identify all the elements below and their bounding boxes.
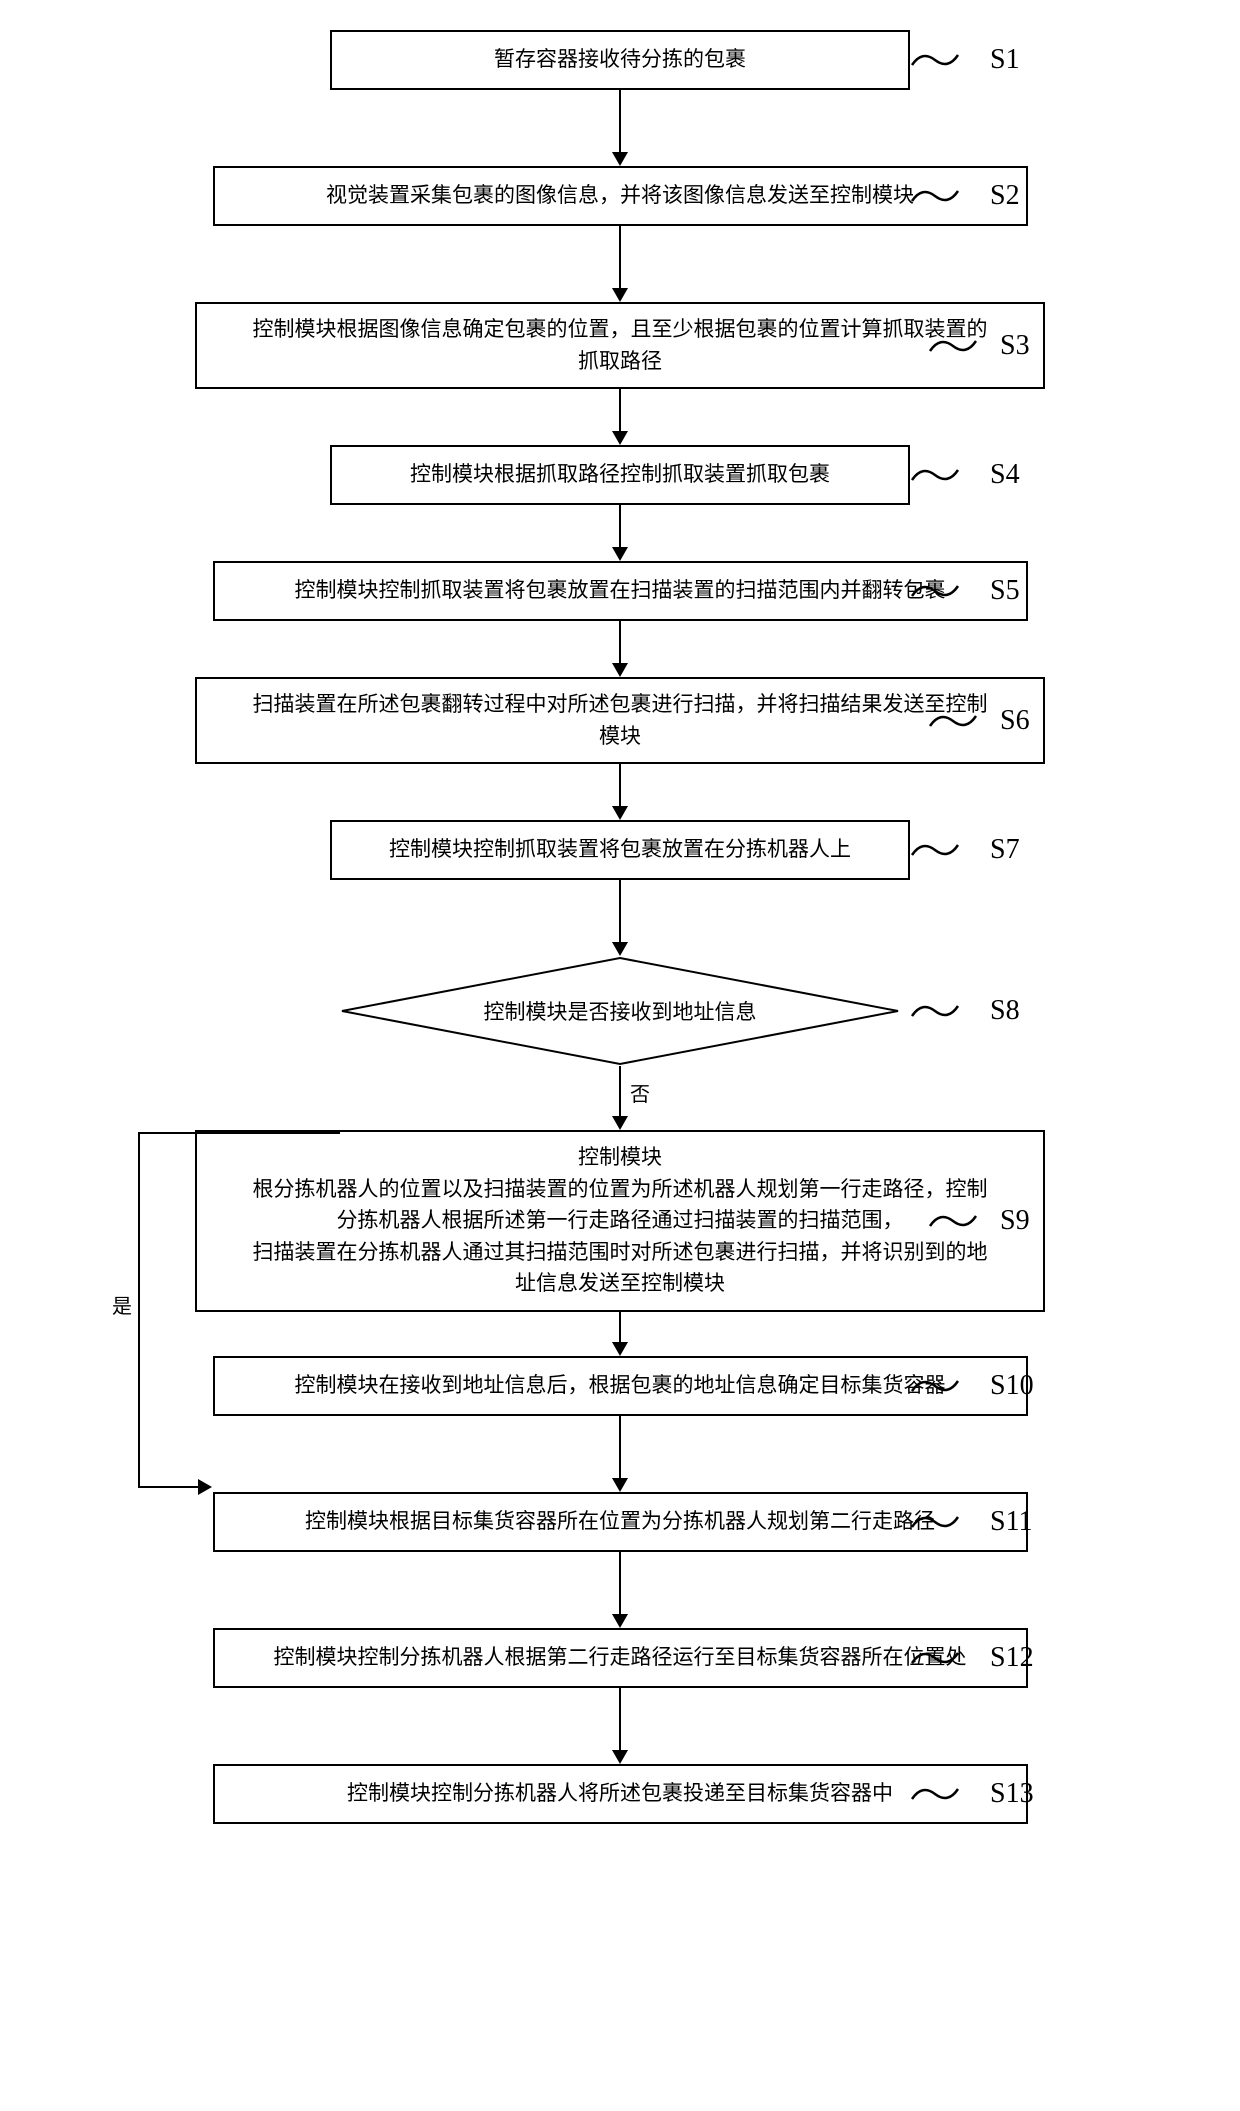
label-s7: S7 (990, 834, 1020, 866)
step-s12: 控制模块控制分拣机器人根据第二行走路径运行至目标集货容器所在位置处 (213, 1628, 1028, 1688)
tilde-s7 (910, 835, 960, 865)
tilde-s13 (910, 1779, 960, 1809)
row-s6: 扫描装置在所述包裹翻转过程中对所述包裹进行扫描，并将扫描结果发送至控制 模块 S… (0, 677, 1240, 764)
step-s11-text: 控制模块根据目标集货容器所在位置为分拣机器人规划第二行走路径 (305, 1506, 935, 1538)
row-s2: 视觉装置采集包裹的图像信息，并将该图像信息发送至控制模块 S2 (0, 166, 1240, 226)
arrow-s6-s7 (612, 764, 628, 820)
feedback-arrowhead (198, 1479, 212, 1495)
flowchart-root: 暂存容器接收待分拣的包裹 S1 视觉装置采集包裹的图像信息，并将该图像信息发送至… (0, 30, 1240, 1824)
step-s11: 控制模块根据目标集货容器所在位置为分拣机器人规划第二行走路径 (213, 1492, 1028, 1552)
row-s8: 控制模块是否接收到地址信息 S8 (0, 956, 1240, 1066)
decision-s8: 控制模块是否接收到地址信息 (340, 956, 900, 1066)
step-s1-text: 暂存容器接收待分拣的包裹 (494, 44, 746, 76)
decision-s8-text: 控制模块是否接收到地址信息 (340, 956, 900, 1066)
tilde-s11 (910, 1507, 960, 1537)
label-s5: S5 (990, 575, 1020, 607)
step-s3-line1: 控制模块根据图像信息确定包裹的位置，且至少根据包裹的位置计算抓取装置的 (253, 314, 988, 346)
arrow-s3-s4 (612, 389, 628, 445)
step-s5: 控制模块控制抓取装置将包裹放置在扫描装置的扫描范围内并翻转包裹 (213, 561, 1028, 621)
row-s5: 控制模块控制抓取装置将包裹放置在扫描装置的扫描范围内并翻转包裹 S5 (0, 561, 1240, 621)
step-s9: 控制模块 根分拣机器人的位置以及扫描装置的位置为所述机器人规划第一行走路径，控制… (195, 1130, 1045, 1312)
label-s10: S10 (990, 1370, 1034, 1402)
tilde-s9 (928, 1206, 978, 1236)
arrow-s12-s13 (612, 1688, 628, 1764)
step-s1: 暂存容器接收待分拣的包裹 (330, 30, 910, 90)
step-s2-text: 视觉装置采集包裹的图像信息，并将该图像信息发送至控制模块 (326, 180, 914, 212)
step-s10-text: 控制模块在接收到地址信息后，根据包裹的地址信息确定目标集货容器 (295, 1370, 946, 1402)
step-s2: 视觉装置采集包裹的图像信息，并将该图像信息发送至控制模块 (213, 166, 1028, 226)
step-s5-text: 控制模块控制抓取装置将包裹放置在扫描装置的扫描范围内并翻转包裹 (295, 575, 946, 607)
step-s12-text: 控制模块控制分拣机器人根据第二行走路径运行至目标集货容器所在位置处 (274, 1642, 967, 1674)
arrow-s1-s2 (612, 90, 628, 166)
arrow-s8-s9: 否 (612, 1066, 628, 1130)
label-s3: S3 (1000, 330, 1030, 362)
label-s6: S6 (1000, 705, 1030, 737)
label-s12: S12 (990, 1642, 1034, 1674)
step-s7: 控制模块控制抓取装置将包裹放置在分拣机器人上 (330, 820, 910, 880)
step-s9-line4: 扫描装置在分拣机器人通过其扫描范围时对所述包裹进行扫描，并将识别到的地 (253, 1237, 988, 1269)
row-s10: 控制模块在接收到地址信息后，根据包裹的地址信息确定目标集货容器 S10 (0, 1356, 1240, 1416)
step-s9-line5: 址信息发送至控制模块 (515, 1268, 725, 1300)
label-s13: S13 (990, 1778, 1034, 1810)
row-s11: 控制模块根据目标集货容器所在位置为分拣机器人规划第二行走路径 S11 (0, 1492, 1240, 1552)
step-s4-text: 控制模块根据抓取路径控制抓取装置抓取包裹 (410, 459, 830, 491)
tilde-s8 (910, 996, 960, 1026)
step-s7-text: 控制模块控制抓取装置将包裹放置在分拣机器人上 (389, 834, 851, 866)
step-s6-line2: 模块 (599, 721, 641, 753)
tilde-s6 (928, 706, 978, 736)
row-s1: 暂存容器接收待分拣的包裹 S1 (0, 30, 1240, 90)
arrow-s5-s6 (612, 621, 628, 677)
arrow-s2-s3 (612, 226, 628, 302)
tilde-s5 (910, 576, 960, 606)
tilde-s1 (910, 45, 960, 75)
step-s9-line2: 根分拣机器人的位置以及扫描装置的位置为所述机器人规划第一行走路径，控制 (253, 1174, 988, 1206)
row-s7: 控制模块控制抓取装置将包裹放置在分拣机器人上 S7 (0, 820, 1240, 880)
label-s4: S4 (990, 459, 1020, 491)
row-s4: 控制模块根据抓取路径控制抓取装置抓取包裹 S4 (0, 445, 1240, 505)
step-s6: 扫描装置在所述包裹翻转过程中对所述包裹进行扫描，并将扫描结果发送至控制 模块 (195, 677, 1045, 764)
row-s13: 控制模块控制分拣机器人将所述包裹投递至目标集货容器中 S13 (0, 1764, 1240, 1824)
step-s13-text: 控制模块控制分拣机器人将所述包裹投递至目标集货容器中 (347, 1778, 893, 1810)
step-s9-line3: 分拣机器人根据所述第一行走路径通过扫描装置的扫描范围， (337, 1205, 904, 1237)
label-s2: S2 (990, 180, 1020, 212)
arrow-s7-s8 (612, 880, 628, 956)
step-s13: 控制模块控制分拣机器人将所述包裹投递至目标集货容器中 (213, 1764, 1028, 1824)
feedback-h2 (138, 1486, 200, 1488)
edge-label-no: 否 (630, 1078, 650, 1107)
step-s3: 控制模块根据图像信息确定包裹的位置，且至少根据包裹的位置计算抓取装置的 抓取路径 (195, 302, 1045, 389)
label-s1: S1 (990, 44, 1020, 76)
tilde-s2 (910, 181, 960, 211)
step-s6-line1: 扫描装置在所述包裹翻转过程中对所述包裹进行扫描，并将扫描结果发送至控制 (253, 689, 988, 721)
tilde-s3 (928, 331, 978, 361)
label-s9: S9 (1000, 1205, 1030, 1237)
feedback-v (138, 1132, 140, 1488)
tilde-s10 (910, 1371, 960, 1401)
row-s3: 控制模块根据图像信息确定包裹的位置，且至少根据包裹的位置计算抓取装置的 抓取路径… (0, 302, 1240, 389)
arrow-s11-s12 (612, 1552, 628, 1628)
label-s8: S8 (990, 995, 1020, 1027)
step-s3-line2: 抓取路径 (578, 346, 662, 378)
label-s11: S11 (990, 1506, 1033, 1538)
tilde-s12 (910, 1643, 960, 1673)
row-s12: 控制模块控制分拣机器人根据第二行走路径运行至目标集货容器所在位置处 S12 (0, 1628, 1240, 1688)
step-s10: 控制模块在接收到地址信息后，根据包裹的地址信息确定目标集货容器 (213, 1356, 1028, 1416)
row-s9: 控制模块 根分拣机器人的位置以及扫描装置的位置为所述机器人规划第一行走路径，控制… (0, 1130, 1240, 1312)
edge-label-yes: 是 (112, 1290, 132, 1319)
feedback-h1 (138, 1132, 340, 1134)
tilde-s4 (910, 460, 960, 490)
step-s9-line1: 控制模块 (578, 1142, 662, 1174)
arrow-s4-s5 (612, 505, 628, 561)
arrow-s10-s11 (612, 1416, 628, 1492)
arrow-s9-s10 (612, 1312, 628, 1356)
step-s4: 控制模块根据抓取路径控制抓取装置抓取包裹 (330, 445, 910, 505)
